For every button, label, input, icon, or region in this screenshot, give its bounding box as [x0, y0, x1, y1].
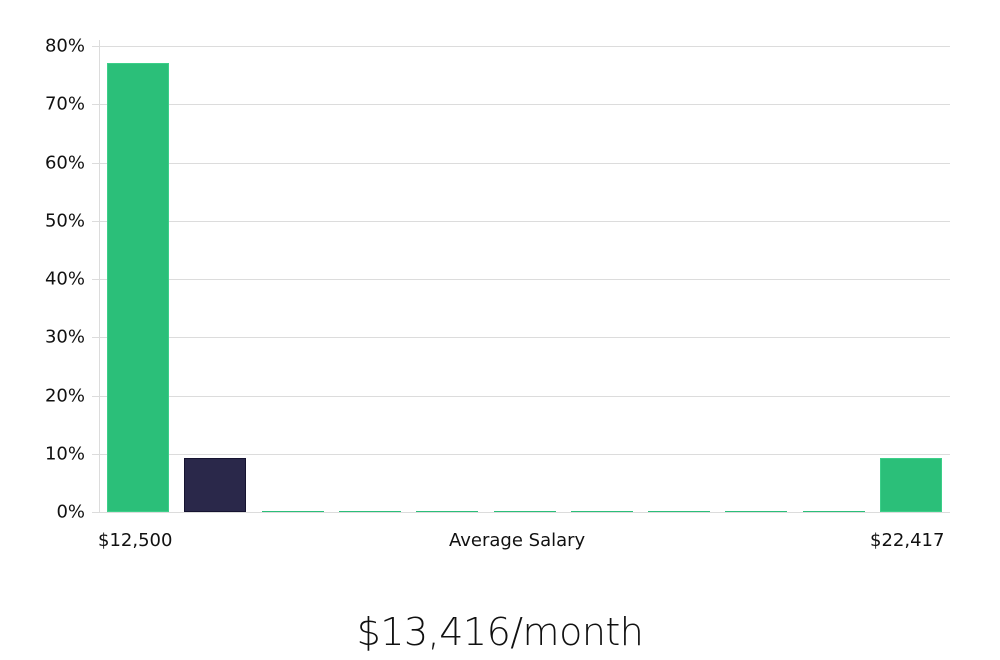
y-tick-label: 80% [44, 35, 85, 57]
x-axis-title: Average Salary [449, 530, 586, 551]
bar [725, 510, 788, 512]
gridline [92, 279, 950, 280]
bar [570, 510, 633, 512]
y-tick-label: 0% [56, 501, 85, 523]
x-max-label: $22,417 [870, 530, 945, 551]
y-tick-label: 30% [44, 326, 85, 348]
y-tick-label: 40% [44, 268, 85, 290]
bar [107, 63, 169, 512]
gridline [92, 163, 950, 164]
gridline [92, 454, 950, 455]
bar [880, 458, 942, 512]
y-tick-label: 60% [44, 152, 85, 173]
gridline [92, 512, 950, 513]
bar [338, 510, 401, 512]
gridline [92, 46, 950, 47]
y-tick-label: 70% [44, 93, 85, 115]
y-tick-label: 20% [44, 385, 85, 406]
bar [648, 510, 711, 512]
y-axis-line [99, 40, 100, 513]
average-salary-summary: $13,416/month [356, 610, 644, 654]
bar [261, 510, 324, 512]
x-min-label: $12,500 [98, 530, 173, 551]
y-tick-label: 50% [44, 210, 85, 232]
bar [416, 510, 479, 512]
gridline [92, 337, 950, 338]
gridline [92, 104, 950, 105]
bar-highlighted [184, 458, 247, 512]
y-tick-label: 10% [44, 443, 85, 465]
gridline [92, 221, 950, 222]
bar [493, 510, 556, 512]
gridline [92, 396, 950, 397]
bar [802, 510, 865, 512]
